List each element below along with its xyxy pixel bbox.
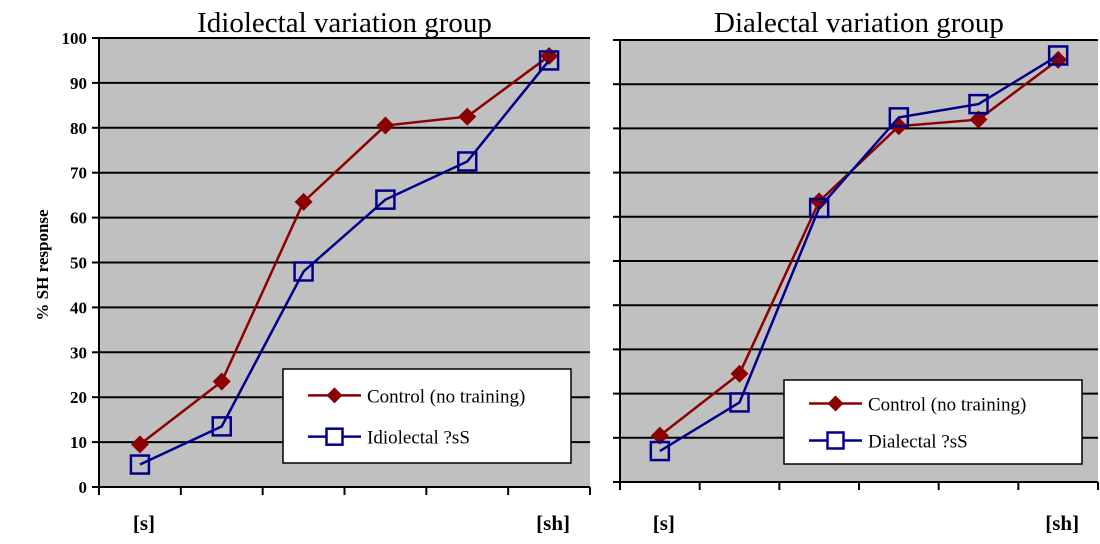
data-point <box>810 192 829 211</box>
legend-label: Control (no training) <box>367 386 525 407</box>
legend-label: Control (no training) <box>868 395 1026 416</box>
data-point <box>130 435 149 454</box>
y-tick-label: 70 <box>70 164 87 183</box>
data-point <box>457 151 478 172</box>
legend-marker <box>326 387 343 404</box>
data-point <box>808 197 830 219</box>
chart-title: Idiolectal variation group <box>197 7 492 39</box>
x-category-label: [s] <box>653 511 675 535</box>
data-point <box>458 107 477 126</box>
y-tick-label: 50 <box>70 254 87 273</box>
x-category-label: [sh] <box>1045 511 1079 535</box>
data-point <box>538 50 560 71</box>
legend-marker <box>826 431 845 450</box>
y-tick-label: 90 <box>70 74 87 93</box>
data-point <box>888 107 910 128</box>
data-point <box>729 392 750 413</box>
series-line-2 <box>659 54 1059 453</box>
data-point <box>293 261 314 282</box>
data-point <box>968 93 989 115</box>
y-tick-label: 40 <box>70 298 87 317</box>
y-axis-label: % SH response <box>33 209 52 321</box>
y-tick-label: 10 <box>70 433 87 452</box>
legend-box <box>783 379 1083 465</box>
y-tick-label: 30 <box>70 343 87 362</box>
data-point <box>730 364 749 383</box>
data-point <box>129 454 151 475</box>
series-line-2 <box>139 59 551 466</box>
x-category-label: [s] <box>133 511 155 535</box>
data-point <box>649 440 671 462</box>
y-tick-label: 0 <box>79 478 88 497</box>
data-point <box>212 372 231 391</box>
data-point <box>294 192 313 211</box>
data-point <box>211 416 232 437</box>
y-tick-label: 60 <box>70 209 87 228</box>
legend-marker <box>325 427 344 446</box>
legend: Control (no training) Idiolectal ?sS <box>282 368 572 464</box>
data-point <box>1047 45 1069 66</box>
data-point <box>969 110 988 129</box>
legend: Control (no training) Dialectal ?sS <box>783 379 1083 465</box>
chart-panel-1: 0 10 20 30 40 50 60 70 80 90 100 [s] [sh] Idiolectal … <box>62 7 591 535</box>
chart-title: Dialectal variation group <box>714 7 1004 39</box>
y-tick-label: 20 <box>70 388 87 407</box>
legend-label: Idiolectal ?sS <box>367 428 470 449</box>
data-point <box>376 116 395 135</box>
chart-panel-2: [s] [sh] Dialectal variation group Control … <box>613 7 1099 535</box>
y-tick-label: 80 <box>70 119 87 138</box>
y-tick-label: 100 <box>62 29 88 48</box>
data-point <box>650 426 669 445</box>
legend-box <box>282 368 572 464</box>
legend-label: Dialectal ?sS <box>868 431 968 452</box>
data-point <box>375 189 396 210</box>
x-category-label: [sh] <box>536 511 570 535</box>
series-line-1 <box>139 54 550 446</box>
legend-marker <box>827 395 844 412</box>
